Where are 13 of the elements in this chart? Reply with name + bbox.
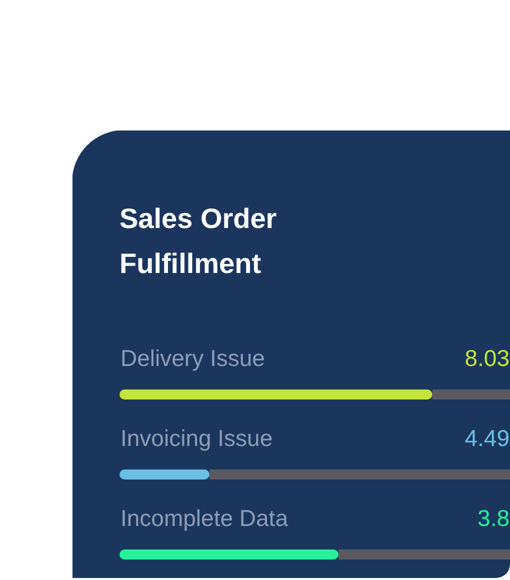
chart-title: Sales Order Fulfillment: [120, 203, 277, 279]
y-tick-label: Incomplete Data: [120, 505, 288, 532]
bar: [120, 470, 210, 480]
annotation: 4.49: [464, 425, 510, 452]
y-tick-label: Delivery Issue: [120, 345, 265, 372]
bar: [432, 390, 510, 400]
annotation: 3.8: [478, 505, 510, 532]
bar: [120, 550, 338, 560]
bar: [120, 390, 432, 400]
y-tick-label: Invoicing Issue: [120, 425, 273, 452]
bar: [338, 550, 510, 560]
bar: [209, 470, 510, 480]
annotation: 8.03: [464, 345, 510, 372]
